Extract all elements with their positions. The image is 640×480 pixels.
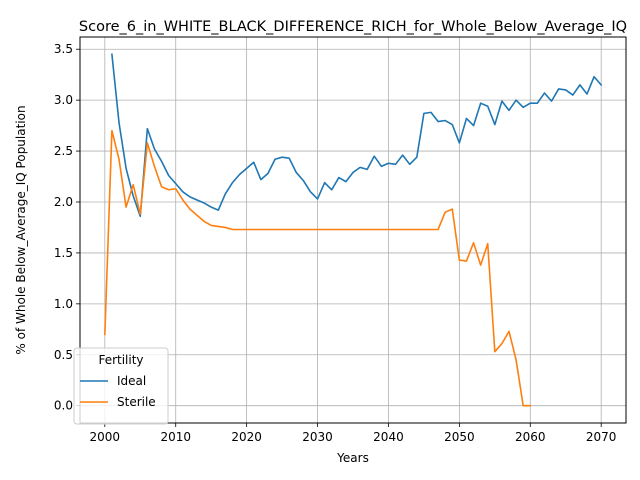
x-tick-label: 2000 [90, 430, 121, 444]
chart-title: Score_6_in_WHITE_BLACK_DIFFERENCE_RICH_f… [79, 19, 627, 35]
series-layer [103, 53, 603, 407]
x-tick-label: 2050 [444, 430, 475, 444]
x-axis-label: Years [336, 451, 369, 465]
x-tick-label: 2020 [231, 430, 262, 444]
grid-lines [80, 37, 626, 423]
x-tick-label: 2030 [302, 430, 333, 444]
y-tick-label: 3.0 [54, 93, 73, 107]
plot-area-frame [79, 36, 627, 424]
series-line-sterile [103, 129, 532, 407]
series-line-ideal [111, 53, 603, 218]
legend-box [73, 347, 169, 425]
y-tick-label: 0.5 [54, 348, 73, 362]
x-tick-label: 2040 [373, 430, 404, 444]
x-tick-label: 2070 [586, 430, 617, 444]
legend-label-sterile: Sterile [117, 395, 156, 409]
x-tick-label: 2060 [515, 430, 546, 444]
y-tick-label: 1.0 [54, 297, 73, 311]
x-axis: 2000 2010 2020 2030 2040 2050 2060 2070 [90, 423, 617, 444]
y-axis: 0.0 0.5 1.0 1.5 2.0 2.5 3.0 3.5 [54, 42, 80, 413]
y-tick-label: 2.5 [54, 144, 73, 158]
legend-label-ideal: Ideal [117, 374, 146, 388]
legend-title: Fertility [98, 353, 143, 367]
y-tick-label: 0.0 [54, 399, 73, 413]
x-tick-label: 2010 [160, 430, 191, 444]
y-axis-label: % of Whole Below_Average_IQ Population [14, 105, 28, 354]
y-tick-label: 1.5 [54, 246, 73, 260]
legend: Fertility Ideal Sterile [73, 347, 169, 425]
y-tick-label: 2.0 [54, 195, 73, 209]
y-tick-label: 3.5 [54, 42, 73, 56]
